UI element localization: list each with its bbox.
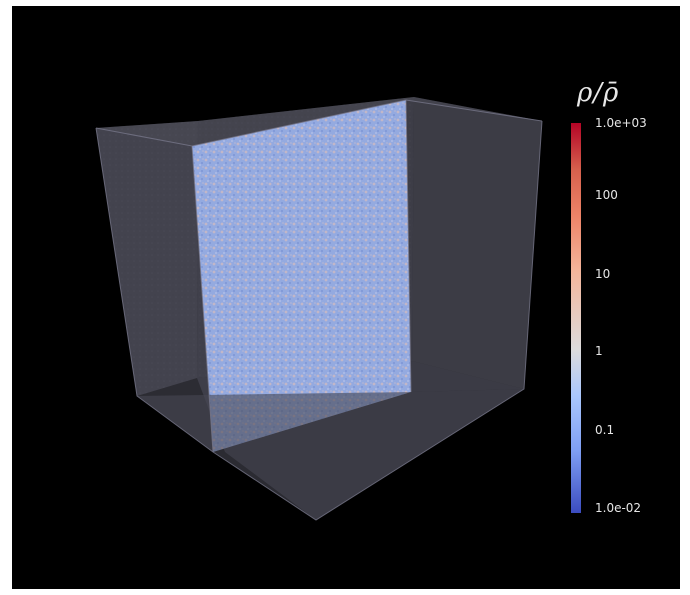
render-viewport: ρ/ρ̄ 1.0e+03 100 10 1 0.1 1.0e-02: [12, 6, 680, 589]
cube-top-face: [96, 97, 542, 146]
cube-front-face: [96, 128, 213, 452]
colorbar-title: ρ/ρ̄: [577, 78, 620, 108]
colorbar-tick-0-1: 0.1: [595, 423, 615, 437]
colorbar-gradient: [571, 123, 581, 513]
density-slice: [192, 100, 411, 452]
colorbar-tick-10: 10: [595, 267, 611, 281]
colorbar-tick-100: 100: [595, 188, 618, 202]
colorbar-tick-1000: 1.0e+03: [595, 116, 647, 130]
cube-visualization: [95, 97, 543, 521]
density-slice-shade: [192, 100, 411, 452]
colorbar-tick-1: 1: [595, 344, 603, 358]
colorbar-tick-0-01: 1.0e-02: [595, 501, 642, 515]
cube-edges: [95, 99, 543, 521]
cube-bottom-face: [137, 389, 524, 520]
cube-right-face: [406, 100, 542, 392]
